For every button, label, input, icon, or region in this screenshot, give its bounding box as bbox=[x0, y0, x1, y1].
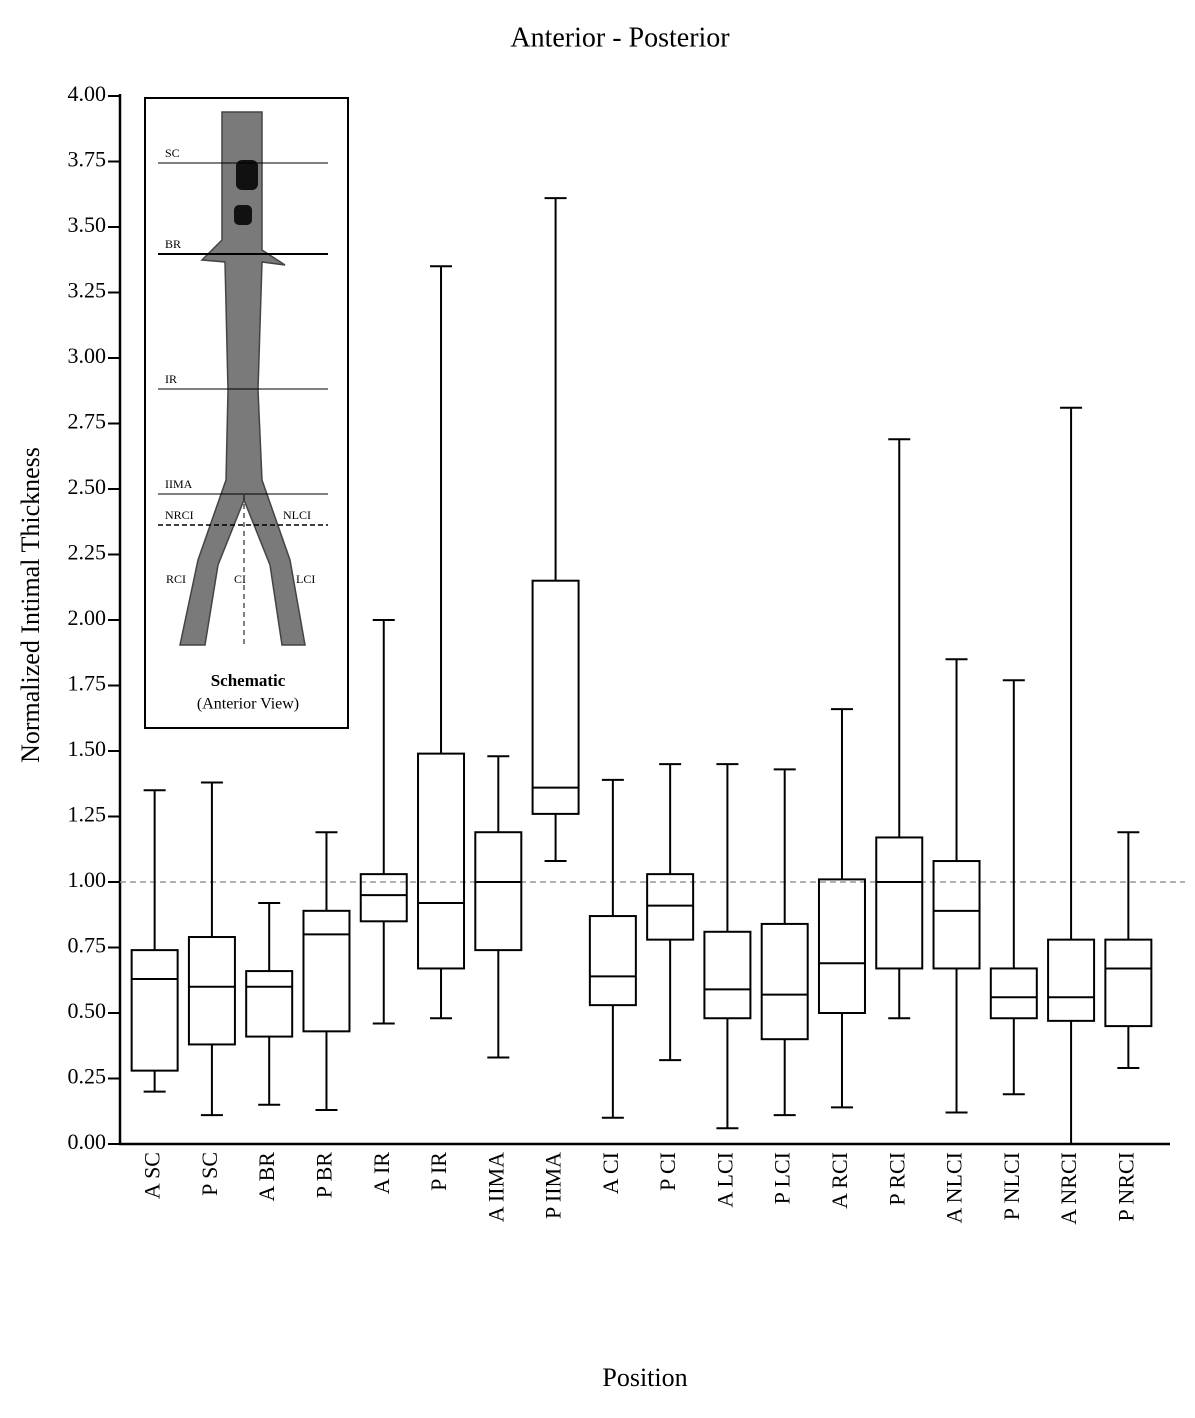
x-tick-label: P CI bbox=[655, 1152, 680, 1191]
inset-label: LCI bbox=[296, 572, 315, 586]
y-tick-label: 1.25 bbox=[68, 802, 107, 827]
box bbox=[1047, 938, 1096, 1022]
inset-label: NLCI bbox=[283, 508, 311, 522]
y-tick-label: 0.00 bbox=[68, 1129, 107, 1154]
inset-schematic: SC BR IR IIMA NRCI NLCI RCI CI LCI Schem… bbox=[144, 97, 349, 729]
box bbox=[417, 752, 466, 970]
y-tick-label: 0.75 bbox=[68, 933, 107, 958]
box bbox=[989, 967, 1038, 1020]
box bbox=[588, 915, 637, 1007]
inset-label: RCI bbox=[166, 572, 186, 586]
inset-label: IR bbox=[165, 372, 177, 386]
box bbox=[703, 930, 752, 1020]
x-tick-label: P RCI bbox=[884, 1152, 909, 1206]
x-tick-label: A CI bbox=[598, 1152, 623, 1194]
vessel bbox=[179, 111, 306, 646]
y-tick-label: 3.00 bbox=[68, 343, 107, 368]
y-tick-label: 3.25 bbox=[68, 278, 107, 303]
box bbox=[1104, 938, 1153, 1028]
inset-label: SC bbox=[165, 146, 180, 160]
y-tick-label: 0.50 bbox=[68, 998, 107, 1023]
x-tick-label: P SC bbox=[197, 1152, 222, 1196]
chart-title: Anterior - Posterior bbox=[510, 22, 730, 53]
y-axis-label: Normalized Intimal Thickness bbox=[16, 447, 45, 763]
box bbox=[187, 936, 236, 1046]
box bbox=[531, 579, 580, 815]
x-tick-label: A NLCI bbox=[942, 1152, 967, 1224]
inset-subcaption: (Anterior View) bbox=[197, 696, 299, 713]
y-tick-label: 0.25 bbox=[68, 1064, 107, 1089]
x-tick-label: A SC bbox=[140, 1152, 165, 1199]
inset-caption: Schematic bbox=[211, 671, 286, 690]
x-tick-label: P NLCI bbox=[999, 1152, 1024, 1220]
x-tick-label: A RCI bbox=[827, 1152, 852, 1209]
box bbox=[932, 860, 981, 970]
x-tick-label: A IIMA bbox=[483, 1152, 508, 1222]
inset-label: IIMA bbox=[165, 477, 193, 491]
box bbox=[359, 873, 408, 923]
x-axis-label: Position bbox=[602, 1363, 687, 1392]
box bbox=[302, 909, 351, 1033]
y-tick-label: 3.50 bbox=[68, 212, 107, 237]
branch-ostium bbox=[236, 160, 258, 190]
y-tick-label: 2.00 bbox=[68, 605, 107, 630]
inset-label: CI bbox=[234, 572, 246, 586]
x-tick-label: A LCI bbox=[712, 1152, 737, 1208]
y-tick-label: 2.75 bbox=[68, 409, 107, 434]
x-tick-label: P LCI bbox=[770, 1152, 795, 1204]
y-tick-label: 1.50 bbox=[68, 736, 107, 761]
box bbox=[474, 831, 523, 952]
x-tick-label: A NRCI bbox=[1056, 1152, 1081, 1225]
y-tick-label: 1.00 bbox=[68, 867, 107, 892]
x-tick-label: P IIMA bbox=[541, 1152, 566, 1219]
y-tick-label: 1.75 bbox=[68, 671, 107, 696]
box bbox=[760, 922, 809, 1041]
y-tick-label: 3.75 bbox=[68, 147, 107, 172]
box bbox=[646, 873, 695, 941]
x-tick-label: A BR bbox=[254, 1152, 279, 1202]
box bbox=[245, 970, 294, 1038]
box bbox=[875, 836, 924, 970]
x-tick-label: A IR bbox=[369, 1152, 394, 1195]
x-tick-label: P NRCI bbox=[1113, 1152, 1138, 1221]
y-tick-label: 2.50 bbox=[68, 474, 107, 499]
branch-ostium bbox=[234, 205, 252, 225]
inset-label: NRCI bbox=[165, 508, 194, 522]
x-tick-label: P IR bbox=[426, 1152, 451, 1191]
x-tick-label: P BR bbox=[312, 1152, 337, 1199]
y-tick-label: 4.00 bbox=[68, 81, 107, 106]
inset-label: BR bbox=[165, 237, 181, 251]
box bbox=[817, 878, 866, 1014]
box bbox=[130, 949, 179, 1072]
y-tick-label: 2.25 bbox=[68, 540, 107, 565]
